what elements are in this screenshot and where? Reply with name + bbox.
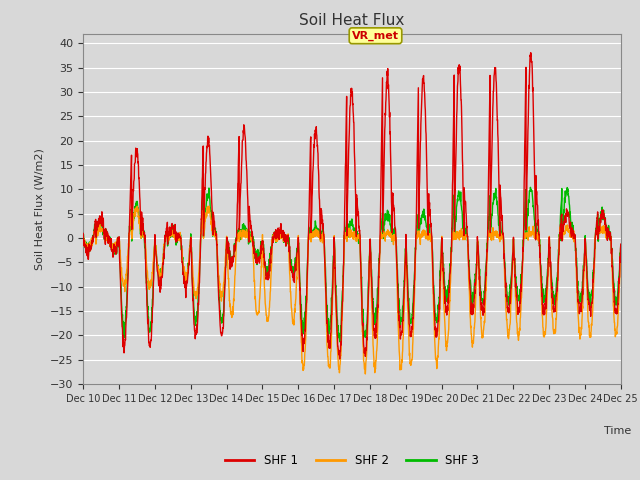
X-axis label: Time: Time [604,426,632,436]
Text: VR_met: VR_met [352,31,399,41]
Y-axis label: Soil Heat Flux (W/m2): Soil Heat Flux (W/m2) [35,148,44,270]
Title: Soil Heat Flux: Soil Heat Flux [300,13,404,28]
Legend: SHF 1, SHF 2, SHF 3: SHF 1, SHF 2, SHF 3 [220,449,484,472]
